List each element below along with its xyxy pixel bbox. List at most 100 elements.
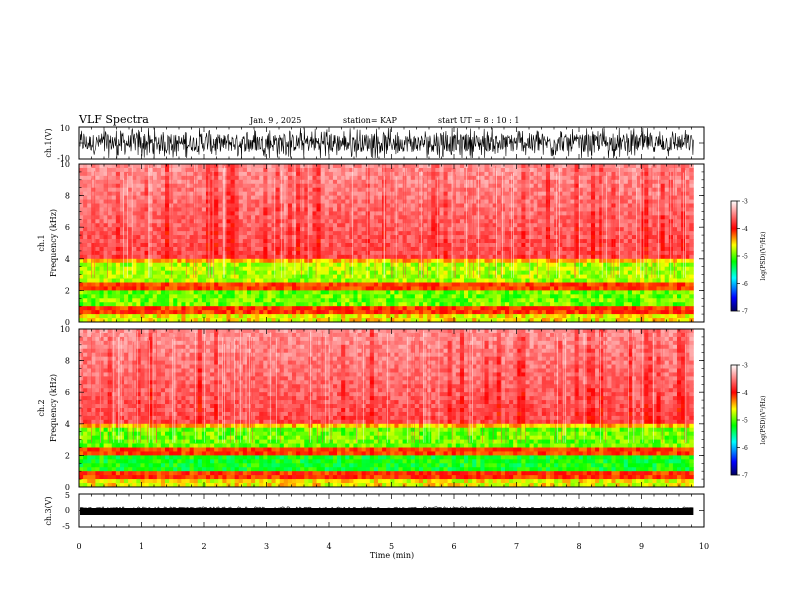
spectrogram-cell <box>648 239 653 244</box>
spectrogram-cell <box>459 203 465 208</box>
spectrogram-cell <box>369 179 375 185</box>
spectrogram-cell <box>418 286 424 291</box>
spectrogram-cell <box>509 278 514 283</box>
spectrogram-cell <box>382 235 387 240</box>
spectrogram-cell <box>308 207 313 212</box>
spectrogram-cell <box>345 191 350 196</box>
spectrogram-cell <box>390 195 395 200</box>
spectrogram-cell <box>427 274 432 279</box>
spectrogram-cell <box>570 207 575 212</box>
spectrogram-cell <box>492 183 498 189</box>
spectrogram-cell <box>79 250 84 256</box>
spectrogram-cell <box>685 207 690 212</box>
spectrogram-cell <box>79 243 84 248</box>
spectrogram-cell <box>586 219 592 224</box>
spectrogram-cell <box>562 282 567 287</box>
spectrogram-cell <box>87 219 92 224</box>
spectrogram-cell <box>521 203 526 208</box>
spectrogram-cell <box>95 266 100 272</box>
spectrogram-cell <box>517 223 522 228</box>
spectrogram-cell <box>410 199 416 204</box>
spectrogram-cell <box>513 203 518 208</box>
spectrogram-cell <box>394 274 399 279</box>
spectrogram-cell <box>689 167 694 173</box>
spectrogram-cell <box>488 227 494 232</box>
spectrogram-cell <box>341 254 346 260</box>
spectrogram-cell <box>644 227 649 232</box>
spectrogram-cell <box>574 266 580 272</box>
spectrogram-cell <box>238 187 244 193</box>
spectrogram-cell <box>525 258 530 264</box>
spectrogram-cell <box>398 246 403 252</box>
spectrogram-cell <box>136 179 141 185</box>
spectrogram-cell <box>283 250 289 256</box>
spectrogram-cell <box>156 211 162 216</box>
spectrogram-cell <box>242 239 248 244</box>
spectrogram-cell <box>386 227 391 232</box>
spectrogram-cell <box>500 258 506 264</box>
spectrogram-cell <box>529 235 535 240</box>
spectrogram-cell <box>619 262 625 268</box>
spectrogram-cell <box>83 239 88 244</box>
spectrogram-cell <box>128 171 133 177</box>
spectrogram-cell <box>304 270 309 275</box>
spectrogram-cell <box>124 215 129 220</box>
spectrogram-cell <box>304 203 309 208</box>
spectrogram-cell <box>332 278 338 283</box>
spectrogram-cell <box>136 215 141 220</box>
spectrogram-cell <box>251 250 256 256</box>
spectrogram-cell <box>586 250 592 256</box>
spectrogram-cell <box>341 179 346 185</box>
spectrogram-cell <box>324 231 330 236</box>
spectrogram-cell <box>353 215 358 220</box>
spectrogram-cell <box>578 164 584 169</box>
spectrogram-cell <box>353 183 358 189</box>
spectrogram-cell <box>300 187 305 193</box>
spectrogram-cell <box>177 262 182 268</box>
spectrogram-cell <box>439 231 444 236</box>
spectrogram-cell <box>99 211 104 216</box>
spectrogram-cell <box>439 258 444 264</box>
spectrogram-cell <box>644 171 649 177</box>
spectrogram-cell <box>599 227 604 232</box>
spectrogram-cell <box>582 179 588 185</box>
spectrogram-cell <box>369 266 375 272</box>
spectrogram-cell <box>263 219 268 224</box>
spectrogram-cell <box>599 278 604 283</box>
spectrogram-cell <box>672 211 678 216</box>
spectrogram-cell <box>427 239 432 244</box>
spectrogram-cell <box>296 223 301 228</box>
spectrogram-cell <box>185 286 190 291</box>
spectrogram-cell <box>160 282 166 287</box>
spectrogram-cell <box>287 262 293 268</box>
spectrogram-cell <box>320 258 326 264</box>
spectrogram-cell <box>562 262 567 268</box>
spectrogram-cell <box>472 195 477 200</box>
spectrogram-cell <box>210 274 215 279</box>
spectrogram-cell <box>324 262 330 268</box>
spectrogram-cell <box>365 250 371 256</box>
spectrogram-cell <box>353 262 358 268</box>
spectrogram-cell <box>402 207 408 212</box>
spectrogram-cell <box>177 243 182 248</box>
spectrogram-cell <box>386 231 391 236</box>
spectrogram-cell <box>226 167 231 173</box>
spectrogram-cell <box>537 262 543 268</box>
spectrogram-cell <box>656 203 662 208</box>
spectrogram-cell <box>558 183 563 189</box>
spectrogram-cell <box>619 211 625 216</box>
spectrogram-cell <box>443 239 449 244</box>
spectrogram-cell <box>124 179 129 185</box>
spectrogram-cell <box>623 203 629 208</box>
spectrogram-cell <box>590 191 596 196</box>
spectrogram-cell <box>119 246 125 252</box>
spectrogram-cell <box>189 187 195 193</box>
spectrogram-cell <box>324 266 330 272</box>
spectrogram-cell <box>676 282 682 287</box>
spectrogram-cell <box>382 211 387 216</box>
spectrogram-cell <box>586 227 592 232</box>
spectrogram-cell <box>181 171 186 177</box>
spectrogram-cell <box>275 167 281 173</box>
spectrogram-cell <box>251 199 256 204</box>
spectrogram-cell <box>480 219 485 224</box>
